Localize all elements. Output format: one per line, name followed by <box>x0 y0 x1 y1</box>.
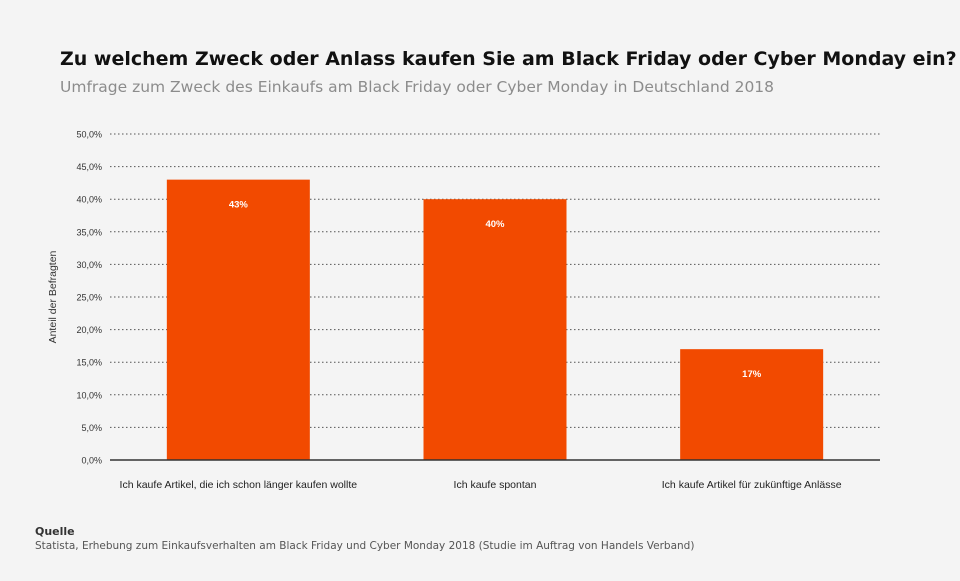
chart-subtitle: Umfrage zum Zweck des Einkaufs am Black … <box>60 78 775 96</box>
y-axis-label: Anteil der Befragten <box>47 250 59 343</box>
y-tick-label: 15,0% <box>76 358 102 368</box>
y-tick-label: 50,0% <box>76 130 102 140</box>
source-label: Quelle <box>35 525 75 538</box>
data-label: 17% <box>742 369 762 380</box>
y-tick-label: 20,0% <box>76 325 102 335</box>
data-label: 43% <box>229 200 249 211</box>
y-tick-label: 0,0% <box>81 456 102 466</box>
bar <box>423 199 567 460</box>
source-text[interactable]: Statista, Erhebung zum Einkaufsverhalten… <box>35 540 695 552</box>
y-tick-label: 45,0% <box>76 162 102 172</box>
x-tick-label: Ich kaufe spontan <box>454 479 537 491</box>
data-label: 40% <box>485 219 505 230</box>
y-tick-label: 5,0% <box>81 423 102 433</box>
x-tick-label: Ich kaufe Artikel für zukünftige Anlässe <box>662 479 842 491</box>
y-tick-label: 10,0% <box>76 390 102 400</box>
y-tick-label: 25,0% <box>76 293 102 303</box>
y-tick-label: 35,0% <box>76 227 102 237</box>
y-tick-label: 40,0% <box>76 195 102 205</box>
y-tick-label: 30,0% <box>76 260 102 270</box>
bar <box>166 179 310 460</box>
chart-title: Zu welchem Zweck oder Anlass kaufen Sie … <box>60 48 957 70</box>
bar <box>680 349 824 460</box>
x-tick-label: Ich kaufe Artikel, die ich schon länger … <box>120 479 358 491</box>
